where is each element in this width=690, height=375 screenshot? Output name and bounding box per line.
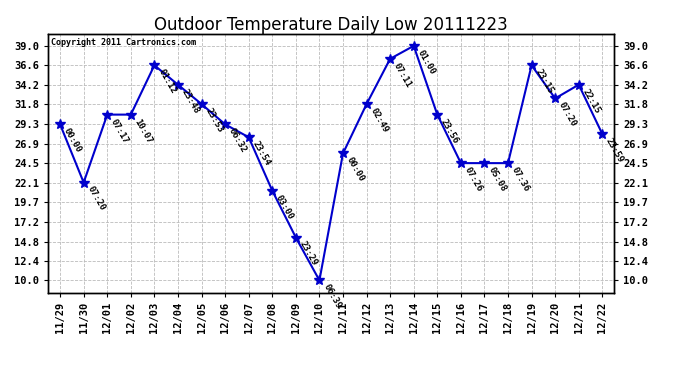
Text: 05:08: 05:08 [486,165,508,194]
Text: 06:32: 06:32 [227,127,248,154]
Text: 07:17: 07:17 [109,117,130,145]
Text: 10:07: 10:07 [132,117,154,145]
Text: 07:11: 07:11 [392,61,413,89]
Text: 07:26: 07:26 [463,165,484,194]
Text: Copyright 2011 Cartronics.com: Copyright 2011 Cartronics.com [51,38,196,46]
Text: 23:15: 23:15 [533,68,555,96]
Text: 02:49: 02:49 [368,106,390,134]
Text: 01:12: 01:12 [156,68,177,96]
Text: 01:00: 01:00 [415,48,437,76]
Text: 07:20: 07:20 [86,185,107,213]
Text: 23:54: 23:54 [250,140,272,168]
Title: Outdoor Temperature Daily Low 20111223: Outdoor Temperature Daily Low 20111223 [155,16,508,34]
Text: 03:00: 03:00 [274,193,295,221]
Text: 00:00: 00:00 [62,127,83,154]
Text: 23:53: 23:53 [204,106,225,134]
Text: 00:00: 00:00 [345,156,366,184]
Text: 22:15: 22:15 [580,87,602,115]
Text: 23:56: 23:56 [439,117,460,145]
Text: 07:20: 07:20 [557,101,578,129]
Text: 06:39: 06:39 [322,283,342,310]
Text: 23:48: 23:48 [180,87,201,115]
Text: 23:59: 23:59 [604,136,625,164]
Text: 23:29: 23:29 [297,240,319,268]
Text: 07:36: 07:36 [510,165,531,194]
